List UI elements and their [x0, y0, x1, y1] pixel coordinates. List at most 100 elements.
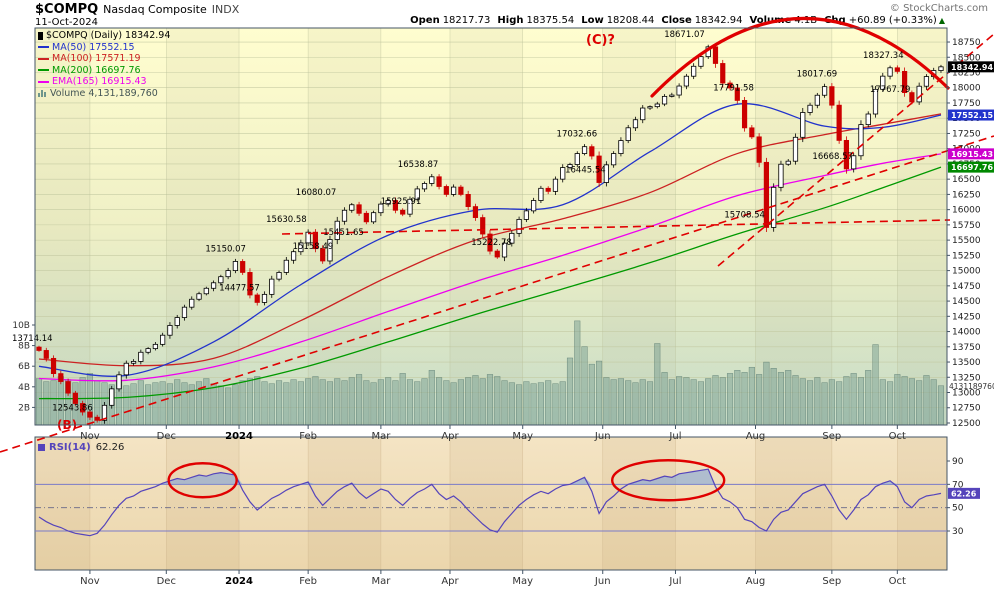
price-axis-label: 18500: [952, 53, 981, 63]
month-label: Sep: [822, 576, 841, 587]
rsi-axis-label: 30: [952, 527, 964, 537]
svg-text:62.26: 62.26: [951, 489, 977, 498]
volume-axis-label: 8B: [18, 342, 30, 352]
last-value-box: [948, 109, 994, 121]
price-annotation: 18017.69: [797, 70, 838, 80]
price-annotation: 16445.54: [565, 165, 606, 175]
legend-item-ma200: MA(200) 16697.76: [38, 65, 170, 77]
legend-item-ma50: MA(50) 17552.15: [38, 42, 170, 54]
red-trendline: [281, 219, 951, 235]
price-annotation: 17791.58: [713, 83, 754, 93]
low-label: Low: [581, 15, 604, 26]
price-annotation: 12543.86: [52, 403, 93, 413]
price-annotation: 15150.07: [205, 244, 246, 254]
price-annotation: 13714.14: [12, 334, 53, 344]
price-annotation: 15158.49: [293, 242, 334, 252]
price-axis-label: 18750: [952, 38, 981, 48]
legend-item-label: MA(100) 17571.19: [52, 53, 141, 64]
svg-text:18342.94: 18342.94: [951, 63, 993, 72]
month-label: May: [512, 431, 533, 442]
price-axis-label: 18000: [952, 84, 981, 94]
volume-axis-label: 2B: [18, 403, 30, 413]
month-label: May: [512, 576, 533, 587]
legend-item-ma100: MA(100) 17571.19: [38, 53, 170, 65]
price-axis-label: 17750: [952, 99, 981, 109]
svg-text:16915.43: 16915.43: [951, 150, 993, 159]
exchange: INDX: [211, 3, 240, 16]
last-value-box: [948, 161, 994, 173]
legend-item-volume: Volume 4,131,189,760: [38, 88, 170, 100]
low-value: 18208.44: [606, 15, 655, 26]
price-axis-label: 13000: [952, 389, 981, 399]
price-annotation: 15925.91: [381, 197, 422, 207]
month-label: Feb: [299, 431, 317, 442]
symbol-row: $COMPQ Nasdaq Composite INDX: [35, 2, 239, 16]
red-text-annotation: (C)?: [586, 33, 615, 48]
legend-item-label: $COMPQ (Daily) 18342.94: [46, 30, 171, 41]
price-axis-label: 12500: [952, 419, 981, 429]
price-axis-label: 14000: [952, 328, 981, 338]
line-icon: [38, 80, 49, 83]
month-label: Oct: [889, 576, 906, 587]
main-panel-bg: [35, 28, 947, 425]
month-label: Dec: [157, 576, 176, 587]
svg-text:16697.76: 16697.76: [951, 163, 993, 172]
month-label: Apr: [441, 431, 459, 442]
price-annotation: 15222.78: [471, 238, 512, 248]
overlay-legend: $COMPQ (Daily) 18342.94 MA(50) 17552.15 MA…: [38, 30, 170, 99]
symbol-name: Nasdaq Composite: [103, 3, 207, 16]
month-label: Dec: [157, 431, 176, 442]
red-circle-annotation: [167, 462, 238, 499]
price-annotation: 18327.34: [863, 51, 904, 61]
quote-line: Open 18217.73 High 18375.54 Low 18208.44 Close…: [403, 15, 945, 26]
high-value: 18375.54: [526, 15, 575, 26]
ma200-line: [38, 166, 942, 400]
red-trendline: [0, 135, 994, 453]
price-axis-label: 13500: [952, 358, 981, 368]
ma50-line: [38, 103, 942, 377]
price-annotation: 16668.57: [812, 152, 853, 162]
price-axis-label: 15500: [952, 236, 981, 246]
month-label: Jul: [668, 576, 681, 587]
month-label: Sep: [822, 431, 841, 442]
chart-date: 11-Oct-2024: [35, 17, 98, 28]
ema165-line: [38, 153, 942, 382]
candlestick-series: [36, 43, 944, 424]
month-label: Mar: [371, 576, 391, 587]
high-label: High: [497, 15, 524, 26]
last-value-box: [948, 148, 994, 160]
price-annotation: 15451.65: [323, 228, 364, 238]
up-arrow-icon: ▲: [938, 16, 945, 25]
rsi-value: 62.26: [95, 442, 125, 453]
month-label: 2024: [225, 576, 253, 587]
legend-item-label: EMA(165) 16915.43: [52, 76, 147, 87]
price-axis-label: 14750: [952, 282, 981, 292]
month-label: 2024: [225, 431, 253, 442]
price-annotation: 15708.54: [724, 210, 765, 220]
rsi-label: RSI(14): [49, 442, 91, 453]
month-label: Nov: [80, 431, 100, 442]
volume-value: 4.1B: [794, 15, 818, 26]
rsi-line: [38, 468, 942, 537]
volume-label: Volume: [749, 15, 792, 26]
rsi-axis-label: 50: [952, 504, 964, 514]
month-label: Feb: [299, 576, 317, 587]
price-axis-label: 12750: [952, 404, 981, 414]
rsi-panel-bg: [35, 437, 947, 570]
red-arc-annotation: [650, 16, 950, 98]
price-annotation: 18671.07: [664, 30, 705, 40]
legend-item-label: MA(50) 17552.15: [52, 41, 135, 53]
month-label: Aug: [746, 576, 766, 587]
symbol: $COMPQ: [35, 2, 99, 17]
price-axis-label: 15750: [952, 221, 981, 231]
copyright-link[interactable]: © StockCharts.com: [889, 3, 988, 14]
red-circle-annotation: [611, 459, 726, 502]
rsi-legend: RSI(14) 62.26: [38, 442, 124, 453]
rsi-axis-label: 70: [952, 480, 964, 490]
price-annotation: 14477.57: [219, 283, 260, 293]
price-axis-label: 13250: [952, 373, 981, 383]
price-axis-label: 13750: [952, 343, 981, 353]
legend-item-label: Volume 4,131,189,760: [50, 87, 158, 99]
month-label: Mar: [371, 431, 391, 442]
